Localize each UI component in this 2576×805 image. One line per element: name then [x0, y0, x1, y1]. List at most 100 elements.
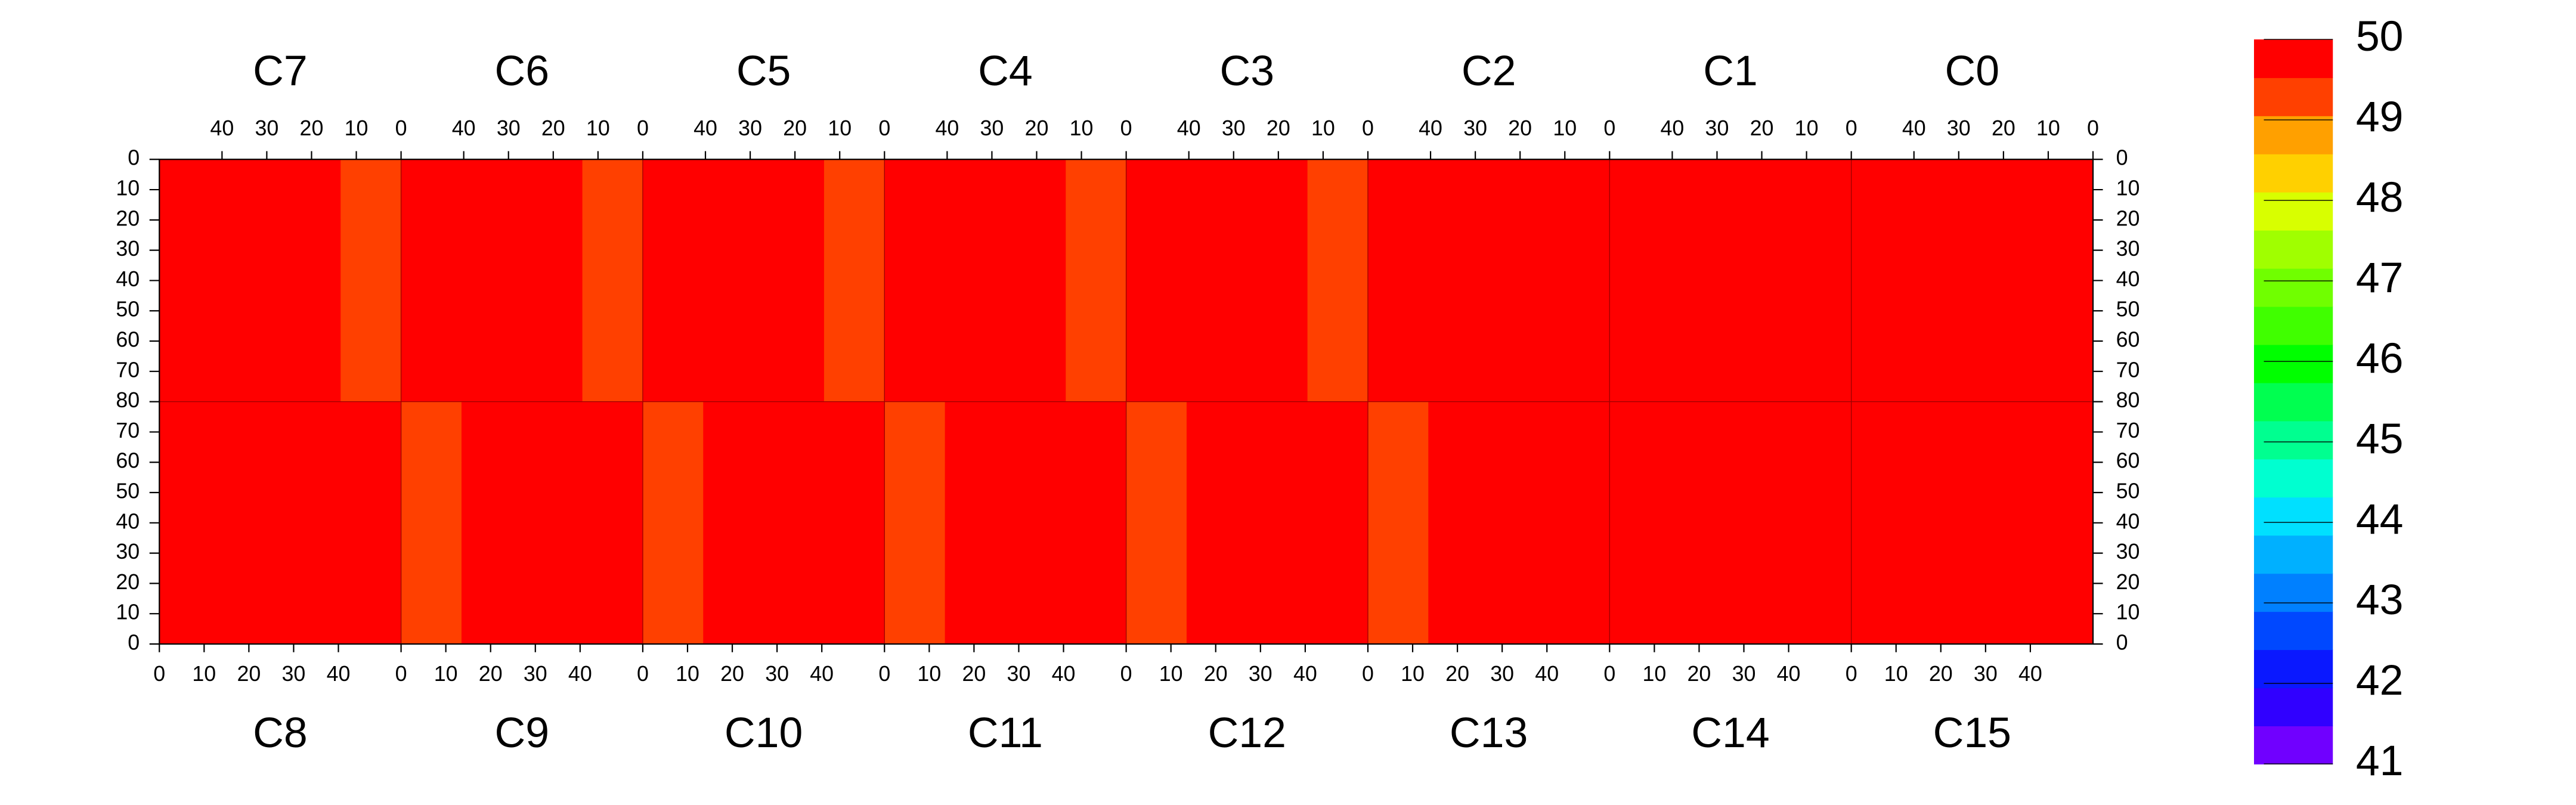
- x-tick-label: 20: [1992, 116, 2015, 140]
- x-tick-label: 0: [1846, 662, 1857, 686]
- chip-label: C2: [1462, 47, 1516, 95]
- chip-label: C14: [1691, 709, 1769, 757]
- x-tick-label: 40: [935, 116, 959, 140]
- heat-cell: [1005, 522, 1067, 584]
- y-tick-label: 70: [2116, 419, 2140, 442]
- heat-cell: [1911, 401, 1973, 463]
- heat-cell: [945, 280, 1006, 342]
- heat-cell: [823, 583, 886, 645]
- heat-cell: [1730, 341, 1792, 402]
- heat-cell: [823, 341, 886, 402]
- y-tick-label: 0: [128, 146, 140, 170]
- colorbar-band: [2254, 191, 2333, 231]
- heat-cell: [1126, 341, 1187, 402]
- x-tick-label: 40: [452, 116, 476, 140]
- x-tick-label: 20: [1929, 662, 1953, 686]
- heat-cell: [1791, 341, 1852, 402]
- x-tick-label: 0: [878, 116, 890, 140]
- heat-cell: [280, 219, 342, 281]
- colorbar-band: [2254, 497, 2333, 536]
- x-tick-label: 10: [1159, 662, 1183, 686]
- x-tick-label: 40: [2018, 662, 2042, 686]
- z-tick-label: 46: [2356, 335, 2404, 382]
- heat-cell: [1911, 280, 1973, 342]
- chip-label: C7: [253, 47, 308, 95]
- heat-cell: [642, 280, 704, 342]
- heat-cell: [280, 341, 342, 402]
- heat-cell: [1307, 522, 1368, 584]
- heat-cell: [1609, 583, 1671, 645]
- heat-cell: [522, 280, 583, 342]
- heat-cell: [1247, 583, 1308, 645]
- y-tick-label: 30: [116, 540, 140, 564]
- heat-cell: [1126, 159, 1187, 221]
- heat-cell: [884, 280, 946, 342]
- heat-cell: [1670, 462, 1731, 524]
- heat-cell: [1670, 219, 1731, 281]
- heat-cell: [1367, 522, 1429, 584]
- heat-cell: [522, 462, 583, 524]
- x-tick-label: 40: [1419, 116, 1442, 140]
- x-tick-label: 10: [586, 116, 610, 140]
- heat-cell: [1126, 401, 1187, 463]
- heat-cell: [461, 219, 523, 281]
- heat-cell: [1609, 462, 1671, 524]
- y-tick-label: 30: [116, 237, 140, 261]
- x-tick-label: 20: [300, 116, 324, 140]
- x-tick-label: 30: [1249, 662, 1272, 686]
- heat-cell: [1851, 462, 1912, 524]
- heat-cell: [219, 462, 281, 524]
- heat-cell: [340, 401, 402, 463]
- heat-cell: [340, 462, 402, 524]
- heat-cell: [340, 583, 402, 645]
- chip-label: C13: [1450, 709, 1528, 757]
- y-tick-label: 40: [116, 509, 140, 533]
- heat-cell: [401, 401, 462, 463]
- heat-cell: [703, 280, 764, 342]
- heat-cell: [1670, 280, 1731, 342]
- heat-cell: [1609, 401, 1671, 463]
- heat-cell: [1367, 280, 1429, 342]
- chip-label: C5: [736, 47, 791, 95]
- x-tick-label: 30: [1007, 662, 1031, 686]
- heat-cell: [823, 462, 886, 524]
- heat-cell: [1428, 583, 1490, 645]
- x-tick-label: 20: [783, 116, 807, 140]
- x-tick-label: 10: [917, 662, 941, 686]
- chip-label: C1: [1703, 47, 1758, 95]
- z-tick-label: 41: [2356, 737, 2404, 785]
- heat-cell: [1670, 522, 1731, 584]
- heat-cell: [1066, 159, 1127, 221]
- chip-label: C12: [1208, 709, 1286, 757]
- heat-cell: [823, 159, 886, 221]
- chip-label: C8: [253, 709, 308, 757]
- heat-cell: [1488, 401, 1550, 463]
- heat-cell: [522, 219, 583, 281]
- chip-label: C4: [978, 47, 1033, 95]
- x-tick-label: 30: [1947, 116, 1971, 140]
- heat-cell: [280, 280, 342, 342]
- heat-cell: [1367, 401, 1429, 463]
- y-tick-label: 70: [2116, 358, 2140, 382]
- heat-cell: [219, 522, 281, 584]
- heat-cell: [219, 159, 281, 221]
- heat-cell: [582, 462, 643, 524]
- y-tick-label: 60: [2116, 449, 2140, 473]
- colorbar-band: [2254, 420, 2333, 460]
- x-tick-label: 20: [1750, 116, 1774, 140]
- x-tick-label: 40: [1052, 662, 1076, 686]
- heat-cell: [1488, 522, 1550, 584]
- x-tick-label: 10: [1553, 116, 1577, 140]
- colorbar-band: [2254, 39, 2333, 78]
- heat-cell: [1730, 280, 1792, 342]
- heat-cell: [884, 401, 946, 463]
- x-tick-label: 20: [479, 662, 503, 686]
- heat-cell: [1186, 159, 1248, 221]
- colorbar-band: [2254, 459, 2333, 498]
- x-tick-label: 40: [693, 116, 717, 140]
- heat-cell: [1428, 341, 1490, 402]
- z-tick-label: 50: [2356, 13, 2404, 60]
- y-tick-label: 30: [2116, 237, 2140, 261]
- heat-cell: [1488, 462, 1550, 524]
